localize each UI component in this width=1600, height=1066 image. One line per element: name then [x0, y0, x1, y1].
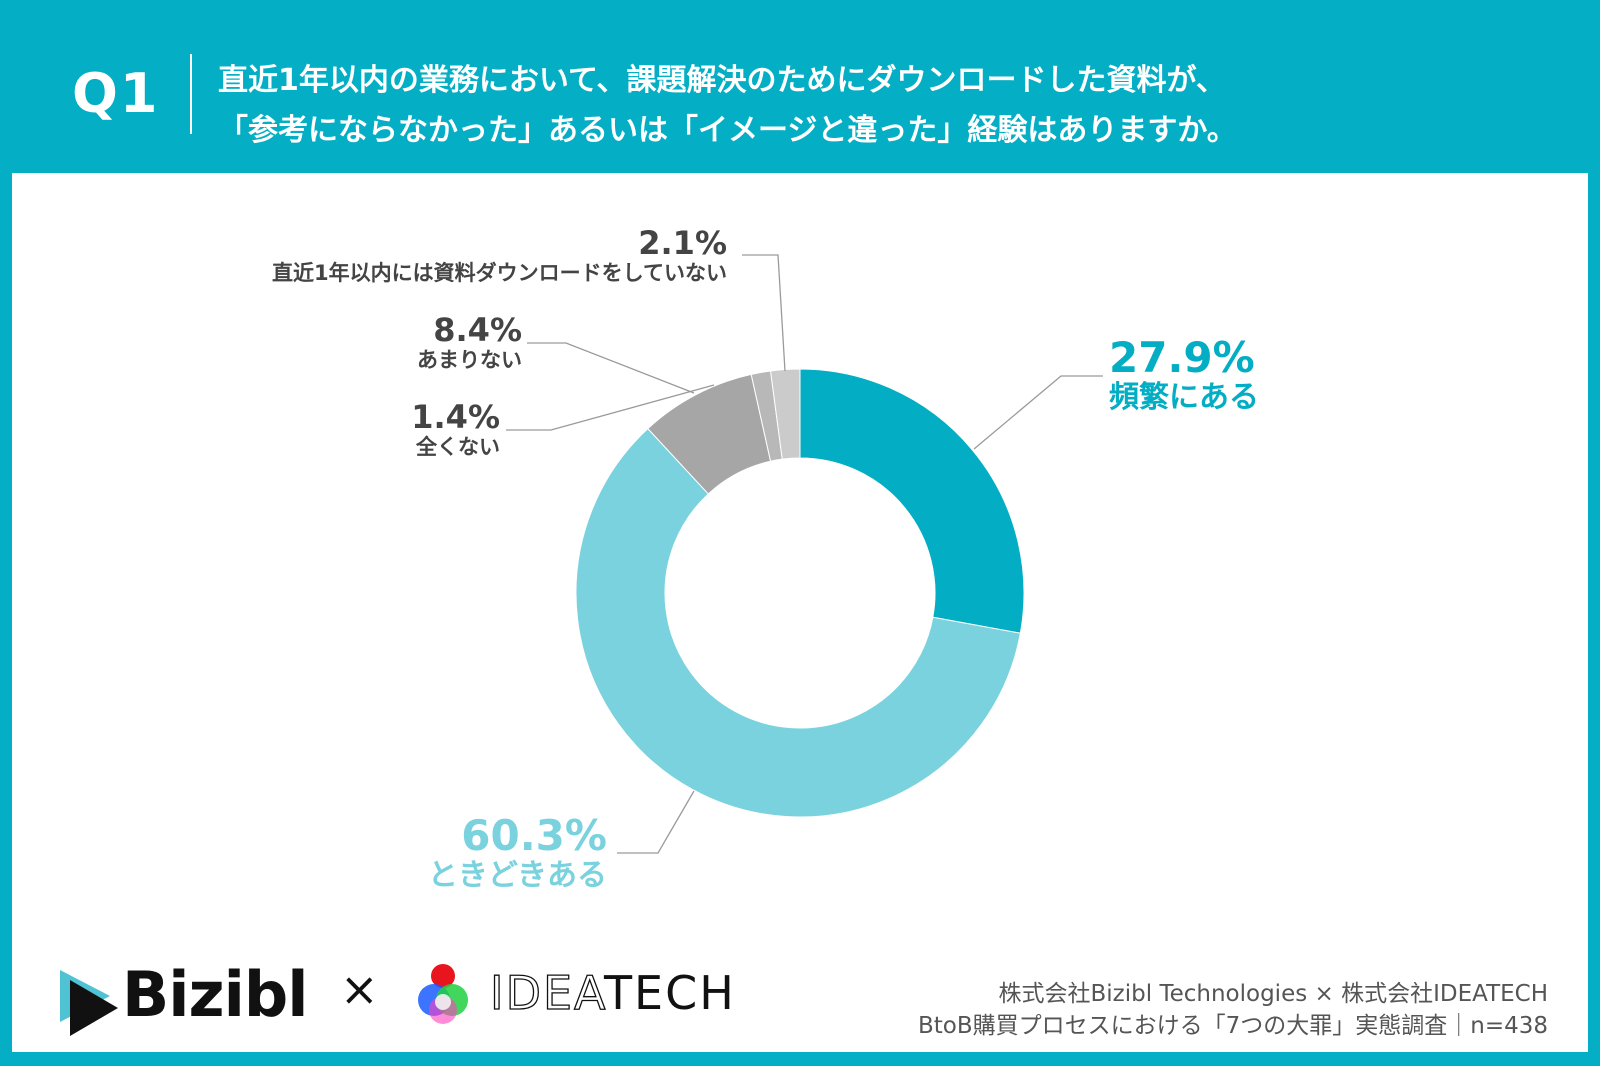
label-value: 27.9%	[1109, 333, 1255, 382]
divider	[190, 54, 192, 134]
label-value: 60.3%	[461, 811, 607, 860]
leader-line-2	[527, 342, 695, 394]
label-category: 頻繁にある	[1109, 380, 1259, 415]
question-title: 直近1年以内の業務において、課題解決のためにダウンロードした資料が、 「参考にな…	[218, 56, 1237, 156]
play-icon	[60, 970, 118, 1036]
question-number: Q1	[72, 62, 160, 125]
title-line-2: 「参考にならなかった」あるいは「イメージと違った」経験はありますか。	[218, 113, 1237, 148]
label-no-download: 2.1% 直近1年以内には資料ダウンロードをしていない	[272, 226, 727, 286]
times-sign: ×	[340, 962, 379, 1016]
ideatech-bulb-icon	[418, 964, 468, 1024]
chart-panel	[12, 173, 1588, 1052]
leader-line-4	[742, 254, 786, 372]
source-note: 株式会社Bizibl Technologies × 株式会社IDEATECH B…	[918, 978, 1548, 1042]
label-frequent: 27.9% 頻繁にある	[1109, 336, 1259, 416]
label-value: 2.1%	[638, 224, 727, 262]
bizibl-wordmark: Bizibl	[122, 958, 308, 1031]
label-category: 直近1年以内には資料ダウンロードをしていない	[272, 261, 727, 285]
header: Q1 直近1年以内の業務において、課題解決のためにダウンロードした資料が、 「参…	[0, 0, 1600, 173]
label-value: 8.4%	[433, 311, 522, 349]
label-value: 1.4%	[411, 398, 500, 436]
ideatech-wordmark-solid: TECH	[603, 966, 736, 1020]
label-never: 1.4% 全くない	[411, 400, 500, 460]
title-line-1: 直近1年以内の業務において、課題解決のためにダウンロードした資料が、	[218, 63, 1226, 98]
label-category: あまりない	[417, 348, 522, 372]
leader-line-3	[506, 384, 715, 431]
label-category: ときどきある	[427, 858, 607, 893]
donut-slice-4	[769, 368, 801, 460]
donut-slice-1	[575, 427, 1021, 818]
label-category: 全くない	[416, 435, 500, 459]
label-sometimes: 60.3% ときどきある	[428, 814, 607, 894]
source-line-1: 株式会社Bizibl Technologies × 株式会社IDEATECH	[998, 981, 1548, 1007]
leader-line-1	[617, 790, 695, 854]
ideatech-wordmark-outline: IDEA	[489, 965, 604, 1020]
donut-slice-0	[799, 368, 1025, 634]
label-rarely: 8.4% あまりない	[417, 313, 522, 373]
leader-line-0	[973, 375, 1103, 450]
source-line-2: BtoB購買プロセスにおける「7つの大罪」実態調査｜n=438	[917, 1013, 1548, 1039]
